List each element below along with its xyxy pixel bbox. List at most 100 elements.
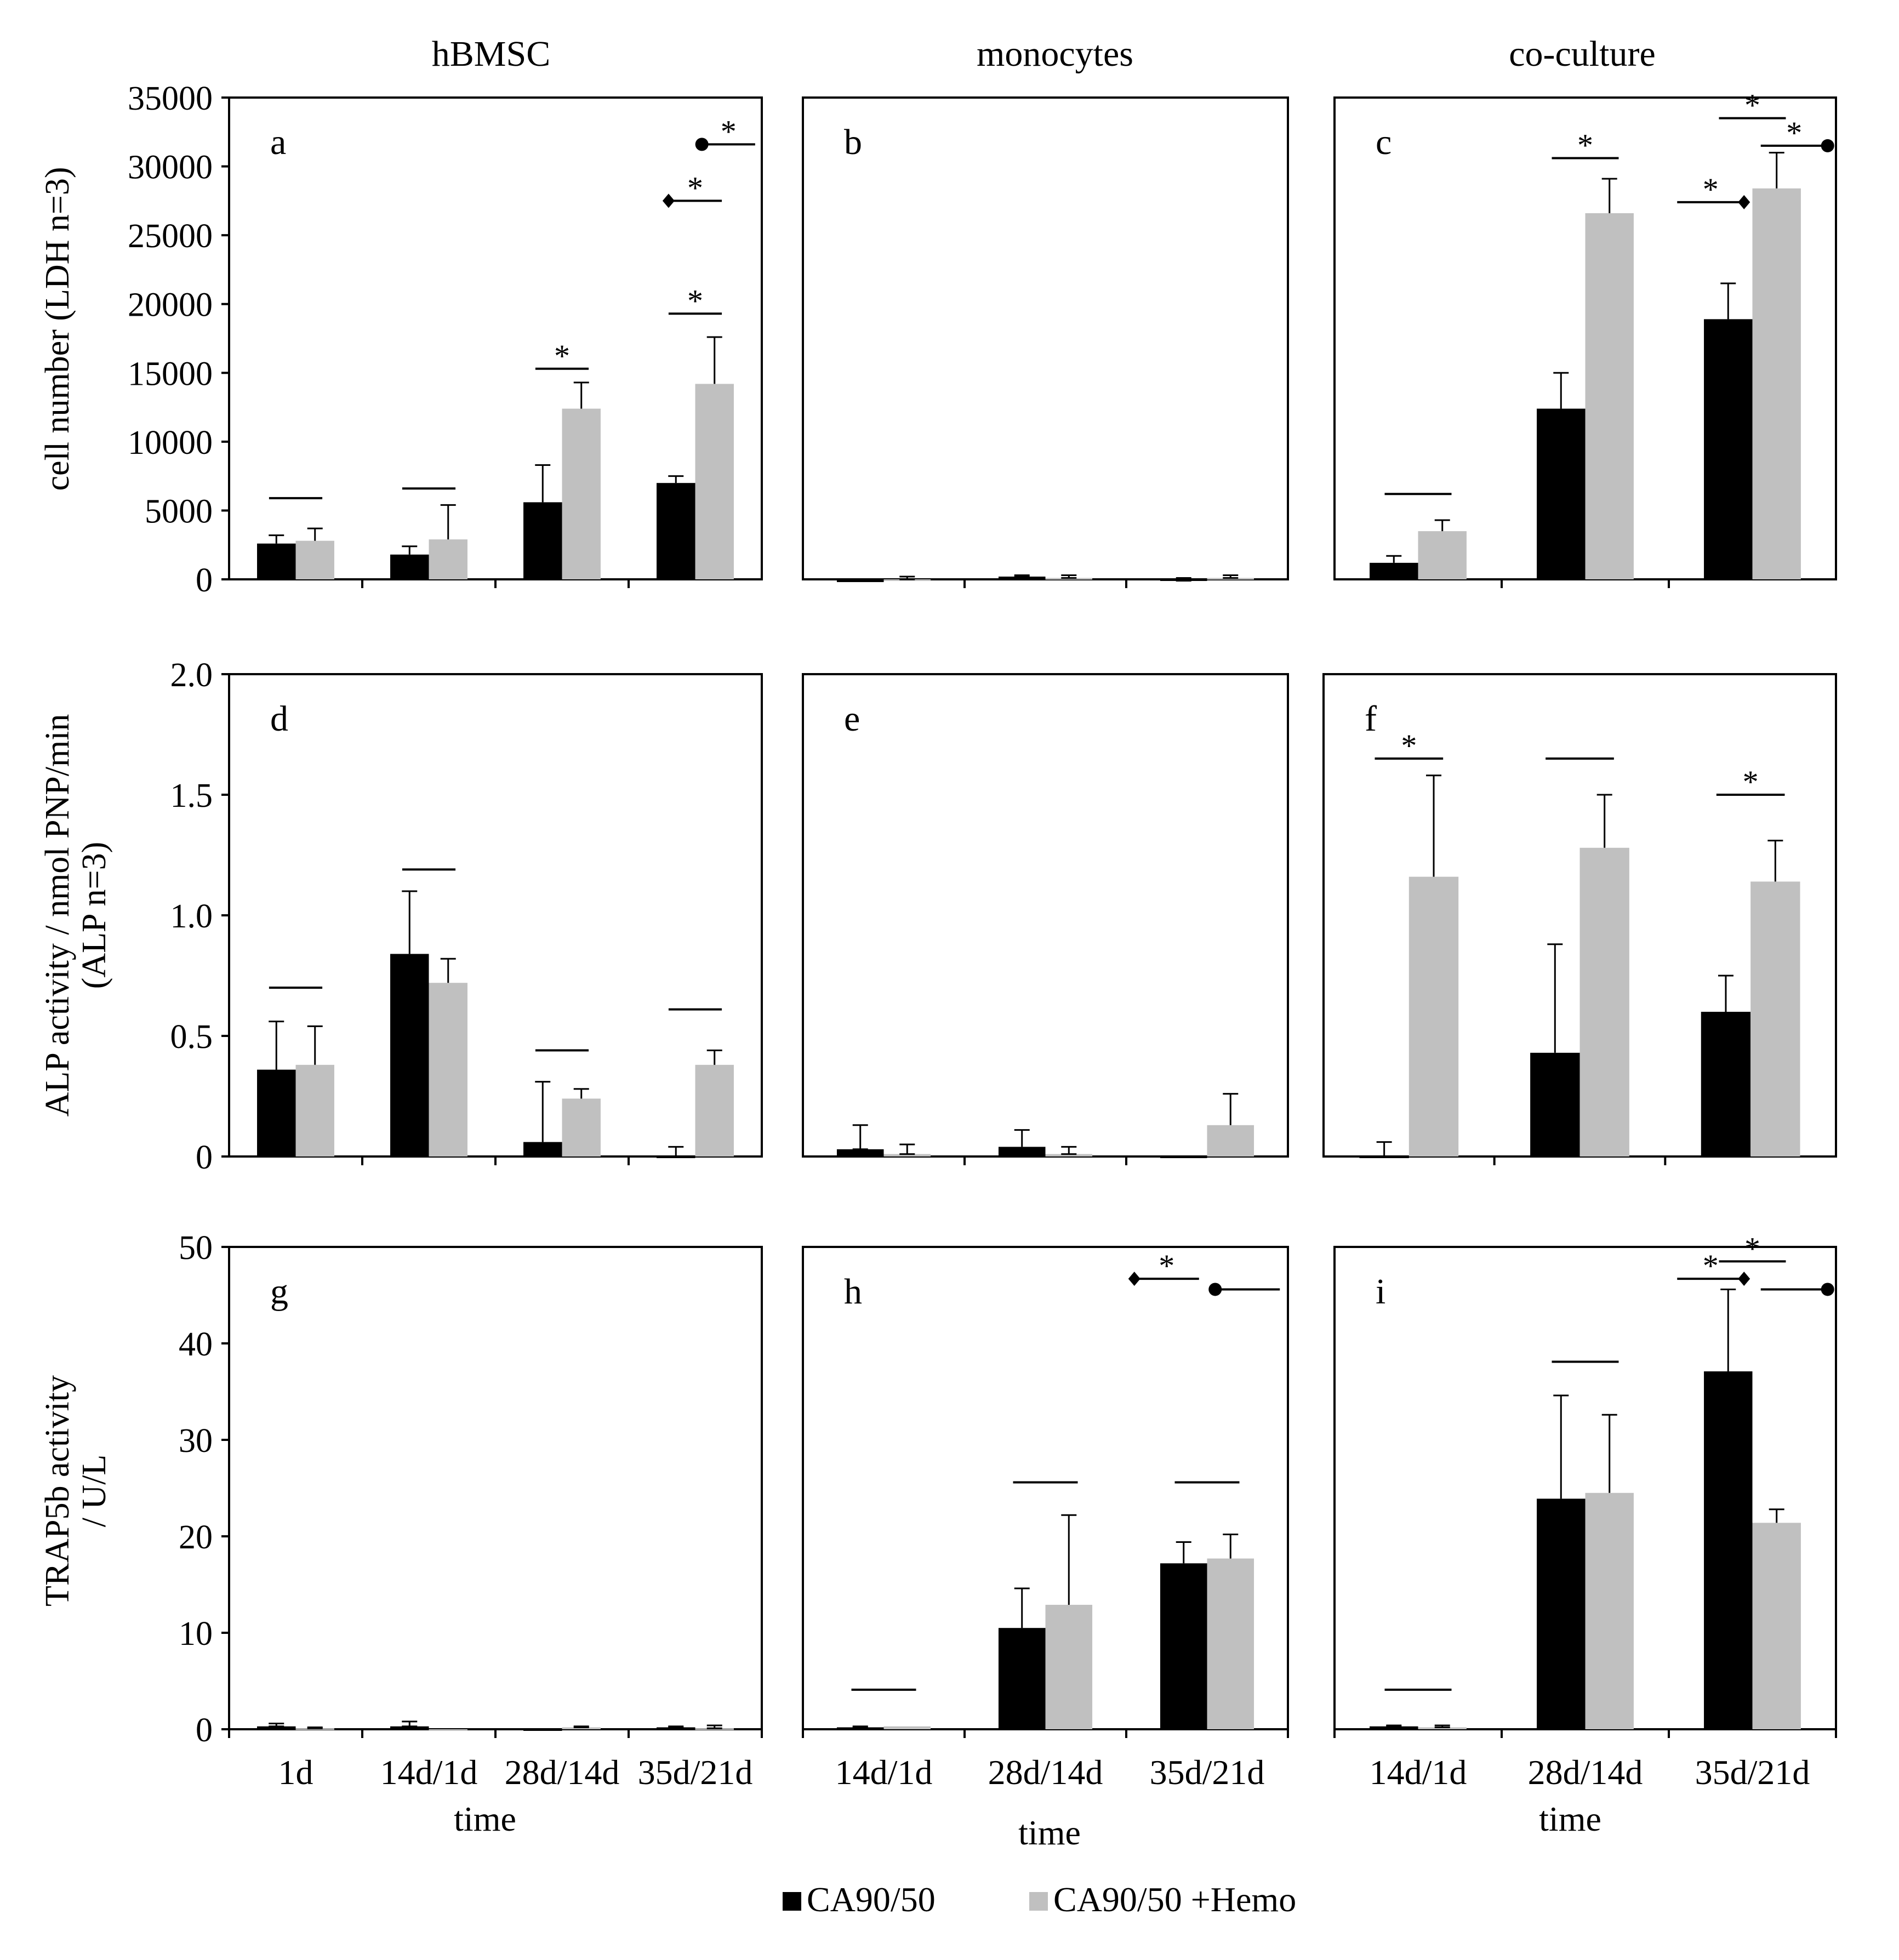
x-category-label: 35d/21d bbox=[1150, 1753, 1265, 1792]
legend-label-ca9050-hemo: CA90/50 +Hemo bbox=[1053, 1880, 1296, 1919]
bar-ca9050 bbox=[1704, 1371, 1753, 1729]
bar-ca9050 bbox=[657, 1727, 695, 1729]
y-tick-label: 25000 bbox=[128, 218, 213, 255]
xlabel-col1: time bbox=[454, 1799, 516, 1838]
bar-ca9050 bbox=[390, 954, 429, 1156]
legend-label-ca9050: CA90/50 bbox=[807, 1880, 936, 1919]
significance-star: * bbox=[554, 338, 570, 374]
xlabel-col2: time bbox=[1018, 1813, 1081, 1852]
column-title-monocytes: monocytes bbox=[977, 34, 1133, 74]
bar-ca9050-hemo bbox=[1579, 847, 1629, 1156]
bar-ca9050 bbox=[390, 1726, 429, 1729]
bar-ca9050 bbox=[998, 1147, 1046, 1156]
bar-ca9050 bbox=[1370, 562, 1418, 579]
bar-ca9050-hemo bbox=[295, 1064, 334, 1156]
bar-ca9050 bbox=[836, 1727, 884, 1729]
bar-ca9050-hemo bbox=[883, 1726, 931, 1729]
panel-i: i 14d/1d 28d/14d 35d/21d * * bbox=[1333, 1230, 1837, 1792]
significance-star: * bbox=[687, 170, 703, 206]
panel-e: e bbox=[802, 673, 1289, 1165]
panel-g: g 0 10 20 30 40 50 1d 14d/1d 28d/14d 35d/21d bbox=[179, 1229, 763, 1792]
x-category-label: 35d/21d bbox=[638, 1753, 753, 1792]
y-tick-label: 50 bbox=[179, 1229, 213, 1267]
panel-letter: b bbox=[844, 122, 862, 162]
y-tick-label: 10 bbox=[179, 1615, 213, 1653]
bar-ca9050-hemo bbox=[1045, 1604, 1093, 1729]
bar-ca9050-hemo bbox=[1585, 1492, 1634, 1729]
bar-ca9050 bbox=[1160, 1563, 1207, 1729]
bar-ca9050-hemo bbox=[562, 1098, 601, 1156]
panel-letter: f bbox=[1365, 699, 1377, 739]
bar-ca9050-hemo bbox=[562, 408, 601, 579]
bar-ca9050-hemo bbox=[1750, 881, 1800, 1156]
bar-ca9050-hemo bbox=[695, 384, 734, 579]
y-tick-label: 5000 bbox=[145, 493, 213, 530]
y-tick-label: 2.0 bbox=[170, 657, 213, 694]
panel-a: a 0 5000 10000 15000 20000 25000 30000 35000 * * * * bbox=[128, 80, 763, 599]
panel-letter: d bbox=[270, 699, 288, 739]
row2-ylabel-line1: ALP activity / nmol PNP/min bbox=[39, 714, 76, 1117]
significance-star: * bbox=[1401, 728, 1417, 764]
panel-b: b bbox=[802, 96, 1289, 588]
x-category-label: 14d/1d bbox=[835, 1753, 933, 1792]
bar-ca9050 bbox=[523, 1142, 562, 1156]
panel-letter: h bbox=[844, 1272, 862, 1312]
bar-ca9050 bbox=[836, 579, 884, 583]
y-tick-label: 0 bbox=[196, 562, 213, 599]
circle-marker bbox=[695, 138, 709, 151]
xlabel-col3: time bbox=[1539, 1799, 1601, 1838]
bar-ca9050-hemo bbox=[1207, 1125, 1254, 1156]
panel-f: f * * bbox=[1322, 673, 1837, 1165]
significance-star: * bbox=[1786, 115, 1802, 151]
bar-ca9050 bbox=[1537, 1499, 1586, 1729]
bar-ca9050-hemo bbox=[1045, 1154, 1093, 1156]
y-tick-label: 10000 bbox=[128, 424, 213, 461]
bar-ca9050-hemo bbox=[1418, 1727, 1467, 1729]
bar-ca9050 bbox=[523, 502, 562, 579]
panels-group: a05000100001500020000250003000035000****… bbox=[128, 80, 1837, 1792]
panel-frame bbox=[802, 96, 1289, 580]
x-category-label: 1d bbox=[278, 1753, 313, 1792]
bar-ca9050 bbox=[1530, 1052, 1580, 1156]
bar-ca9050-hemo bbox=[429, 983, 467, 1156]
y-tick-label: 30000 bbox=[128, 149, 213, 186]
bar-ca9050 bbox=[1370, 1726, 1418, 1729]
significance-star: * bbox=[1703, 172, 1719, 207]
bar-ca9050 bbox=[1704, 319, 1753, 579]
bar-ca9050 bbox=[1160, 1156, 1207, 1158]
column-title-hbmsc: hBMSC bbox=[432, 34, 550, 74]
significance-star: * bbox=[1703, 1248, 1719, 1284]
significance-star: * bbox=[1159, 1248, 1174, 1284]
panel-letter: c bbox=[1376, 122, 1392, 162]
y-tick-label: 1.5 bbox=[170, 777, 213, 814]
bar-ca9050 bbox=[257, 1069, 296, 1156]
column-title-co-culture: co-culture bbox=[1509, 34, 1656, 74]
bar-ca9050-hemo bbox=[1752, 188, 1801, 579]
bar-ca9050-hemo bbox=[295, 540, 334, 579]
panel-letter: a bbox=[270, 122, 286, 162]
significance-star: * bbox=[1577, 128, 1593, 163]
bar-ca9050 bbox=[836, 1149, 884, 1156]
legend-swatch-ca9050 bbox=[783, 1892, 801, 1911]
panel-d: d 0 0.5 1.0 1.5 2.0 bbox=[170, 657, 763, 1176]
x-category-label: 28d/14d bbox=[1528, 1753, 1643, 1792]
y-tick-label: 40 bbox=[179, 1326, 213, 1363]
significance-star: * bbox=[1743, 764, 1759, 800]
bar-ca9050-hemo bbox=[562, 1727, 601, 1729]
significance-star: * bbox=[687, 283, 703, 318]
circle-marker bbox=[1821, 139, 1834, 152]
y-tick-label: 0 bbox=[196, 1139, 213, 1176]
row2-ylabel-line2: (ALP n=3) bbox=[76, 842, 113, 989]
bar-ca9050 bbox=[257, 543, 296, 579]
bar-ca9050-hemo bbox=[1207, 1558, 1254, 1729]
bar-ca9050 bbox=[657, 483, 695, 579]
legend: CA90/50 CA90/50 +Hemo bbox=[783, 1880, 1296, 1919]
diamond-marker bbox=[662, 193, 675, 208]
y-tick-label: 35000 bbox=[128, 80, 213, 117]
bar-ca9050-hemo bbox=[1585, 213, 1634, 580]
bar-ca9050-hemo bbox=[1752, 1523, 1801, 1729]
bar-ca9050 bbox=[998, 576, 1046, 579]
bar-ca9050 bbox=[523, 1729, 562, 1731]
bar-ca9050 bbox=[998, 1628, 1046, 1729]
